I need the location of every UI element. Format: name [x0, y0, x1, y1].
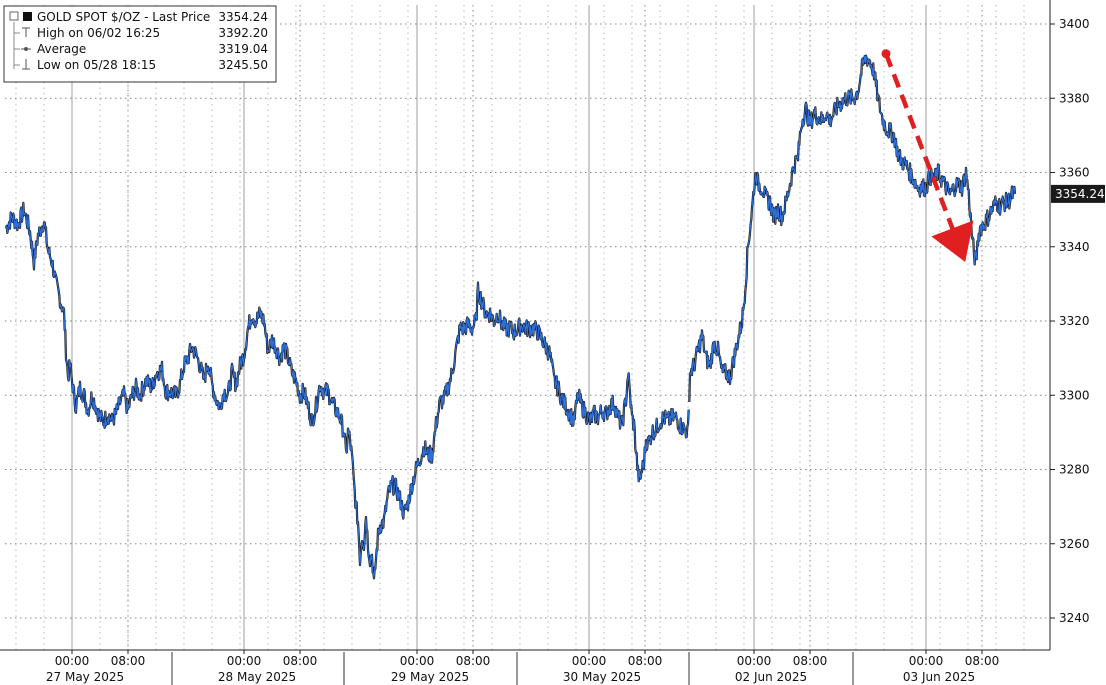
x-date-label: 30 May 2025	[563, 670, 641, 684]
legend-row-label: Average	[37, 42, 86, 56]
x-tick-label: 00:00	[737, 654, 772, 668]
y-axis: 3240 3260 3280 3300 3320 3340 3360 3380 3400 3354…	[1049, 0, 1105, 650]
legend-title-value: 3354.24	[218, 10, 268, 24]
legend-collapse-icon	[9, 11, 19, 21]
x-tick-label: 08:00	[793, 654, 828, 668]
x-date-label: 03 Jun 2025	[903, 670, 975, 684]
legend-box	[3, 5, 277, 83]
y-tick-label: 3360	[1059, 166, 1090, 180]
legend-row-label: High on 06/02 16:25	[37, 26, 160, 40]
series-line-shadow	[688, 54, 1017, 403]
grid	[5, 5, 1050, 650]
series-layer	[4, 54, 1017, 580]
annotation-arrow-line	[883, 52, 974, 263]
y-tick-label: 3400	[1059, 17, 1090, 31]
series-line	[5, 202, 690, 579]
x-tick-label: 00:00	[55, 654, 90, 668]
y-tick-label: 3300	[1059, 388, 1090, 402]
x-tick-label: 00:00	[400, 654, 435, 668]
x-date-label: 27 May 2025	[46, 670, 124, 684]
y-tick-label: 3260	[1059, 537, 1090, 551]
low-marker-icon	[22, 59, 30, 70]
series-line	[688, 55, 1016, 403]
legend-row-value: 3319.04	[218, 42, 268, 56]
y-tick-label: 3280	[1059, 463, 1090, 477]
x-date-label: 29 May 2025	[391, 670, 469, 684]
y-tick-label: 3340	[1059, 240, 1090, 254]
x-date-label: 02 Jun 2025	[735, 670, 807, 684]
x-axis: 00:00 08:00 00:00 08:00 00:00 08:00 00:00 08:00…	[0, 649, 1050, 684]
legend-row-value: 3245.50	[218, 58, 268, 72]
last-price-label: 3354.24	[1055, 187, 1105, 201]
y-tick-label: 3240	[1059, 611, 1090, 625]
x-tick-label: 08:00	[456, 654, 491, 668]
legend-row-label: Low on 05/28 18:15	[37, 58, 156, 72]
x-tick-label: 00:00	[227, 654, 262, 668]
x-tick-label: 00:00	[572, 654, 607, 668]
x-tick-label: 08:00	[111, 654, 146, 668]
legend: GOLD SPOT $/OZ - Last Price 3354.24 High o…	[3, 5, 277, 83]
high-marker-icon	[22, 27, 30, 37]
y-tick-label: 3380	[1059, 91, 1090, 105]
legend-swatch-icon	[23, 12, 32, 21]
x-tick-label: 00:00	[909, 654, 944, 668]
x-tick-label: 08:00	[628, 654, 663, 668]
legend-row-value: 3392.20	[218, 26, 268, 40]
series-line-shadow	[4, 201, 690, 580]
y-tick-label: 3320	[1059, 314, 1090, 328]
day-separators	[171, 652, 854, 685]
legend-title: GOLD SPOT $/OZ - Last Price	[37, 10, 210, 24]
x-tick-label: 08:00	[283, 654, 318, 668]
x-date-label: 28 May 2025	[218, 670, 296, 684]
last-price-box	[1051, 184, 1105, 203]
average-marker-icon	[24, 47, 28, 51]
x-tick-label: 08:00	[965, 654, 1000, 668]
annotation-arrow	[881, 49, 974, 263]
